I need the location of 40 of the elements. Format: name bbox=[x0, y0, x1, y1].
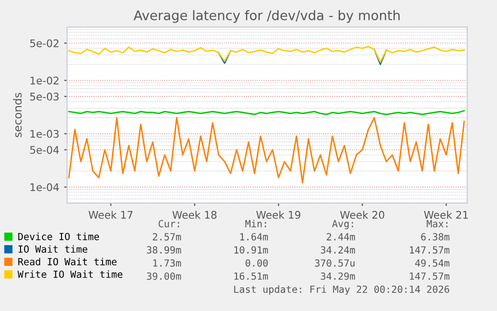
text: 0.00 bbox=[246, 259, 268, 267]
y-tick-label: 5e-03 bbox=[30, 92, 59, 101]
y-tick-label: 5e-02 bbox=[30, 39, 58, 48]
legend-label: Write IO Wait time bbox=[18, 270, 122, 278]
x-tick-label: Week 18 bbox=[172, 210, 217, 219]
text: Avg: bbox=[332, 220, 354, 230]
y-tick-label: 1e-04 bbox=[30, 183, 59, 192]
text: 1.73m bbox=[153, 259, 181, 267]
text: 16.51m bbox=[234, 272, 268, 280]
text: 34.29m bbox=[320, 272, 355, 280]
y-tick-label: 1e-03 bbox=[30, 130, 59, 138]
text: 10.91m bbox=[234, 246, 268, 254]
text: 34.24m bbox=[320, 246, 355, 254]
text: 2.44m bbox=[326, 233, 355, 240]
text: 38.99m bbox=[146, 246, 181, 254]
legend-label: Device IO time bbox=[18, 232, 99, 240]
text: Min: bbox=[245, 220, 266, 228]
x-tick-label: Week 19 bbox=[256, 210, 300, 219]
legend-label: Read IO Wait time bbox=[18, 258, 117, 266]
x-tick-label: Week 20 bbox=[340, 210, 384, 219]
text: Last update: Fri May 22 00:20:14 2026 bbox=[234, 285, 450, 295]
line-series bbox=[68, 46, 465, 63]
text: 1.64m bbox=[240, 233, 268, 240]
text: Cur: bbox=[158, 220, 180, 228]
text: Max: bbox=[426, 220, 448, 228]
x-tick-label: Week 21 bbox=[424, 210, 468, 219]
text: 49.54m bbox=[415, 259, 450, 267]
text: 147.57m bbox=[410, 272, 450, 280]
y-tick-label: 1e-02 bbox=[30, 76, 58, 84]
y-axis-title: seconds bbox=[13, 92, 22, 138]
x-tick-label: Week 17 bbox=[88, 210, 132, 219]
text: 6.38m bbox=[421, 233, 450, 240]
text: 370.57u bbox=[315, 259, 354, 267]
text: 147.57m bbox=[410, 246, 450, 254]
y-tick-label: 5e-04 bbox=[30, 146, 59, 154]
legend-label: IO Wait time bbox=[18, 245, 88, 253]
text: 39.00m bbox=[146, 272, 181, 280]
line-series bbox=[68, 116, 465, 184]
chart-title: Average latency for /dev/vda - by month bbox=[134, 10, 400, 23]
text: 2.57m bbox=[152, 233, 181, 240]
